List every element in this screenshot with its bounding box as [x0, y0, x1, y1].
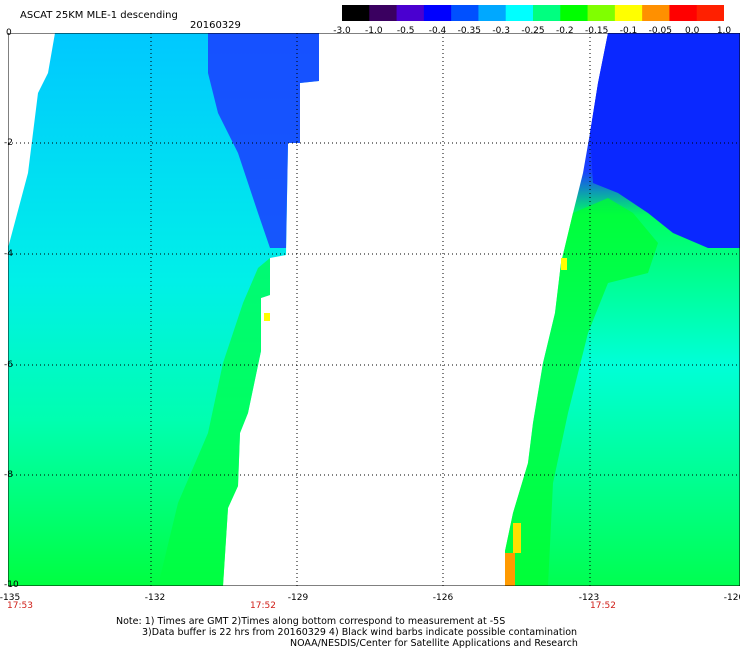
footnote-line-1: Note: 1) Times are GMT 2)Times along bot… — [116, 616, 506, 627]
colorbar-tick-labels: -3.0 -1.0 -0.5 -0.4 -0.35 -0.3 -0.25 -0.2 -0.15-… — [332, 26, 732, 38]
colorbar-tick-label: -0.35 — [457, 26, 481, 36]
map-grid — [8, 33, 740, 586]
colorbar-tick-label: -0.4 — [428, 26, 447, 36]
swath-time-3: 17:52 — [590, 601, 616, 611]
swath-time-2: 17:52 — [250, 601, 276, 611]
colorbar-segment — [396, 5, 425, 21]
x-tick-label: -129 — [287, 593, 309, 603]
footnote-line-3: NOAA/NESDIS/Center for Satellite Applica… — [290, 638, 578, 649]
yellow-pixel-top — [561, 258, 567, 270]
y-tick-label: -4 — [4, 249, 13, 259]
colorbar-tick-label: -0.5 — [396, 26, 415, 36]
left-swath-blue-area — [208, 33, 319, 248]
colorbar-gradient — [342, 5, 725, 21]
right-swath-green-area — [505, 198, 658, 586]
yellow-pixels — [513, 523, 521, 553]
footnote-line-2: 3)Data buffer is 22 hrs from 20160329 4)… — [142, 627, 578, 638]
right-swath-blue-area — [590, 33, 740, 248]
colorbar-segment — [696, 5, 725, 21]
colorbar-tick-label: -0.25 — [521, 26, 545, 36]
y-tick-label: -6 — [4, 360, 13, 370]
x-tick-label: -135 — [0, 593, 21, 603]
colorbar-tick-label: -1.0 — [365, 26, 383, 36]
x-tick-label: -126 — [432, 593, 454, 603]
colorbar-segment — [478, 5, 507, 21]
map-title: ASCAT 25KM MLE-1 descending — [20, 10, 178, 21]
orange-pixels — [505, 553, 515, 586]
colorbar-tick-label: -0.2 — [556, 26, 574, 36]
colorbar-tick-label: -0.05 — [648, 26, 672, 36]
colorbar-segment — [342, 5, 370, 21]
colorbar-segment — [669, 5, 698, 21]
y-tick-label: -10 — [4, 580, 19, 590]
x-tick-label: -132 — [144, 593, 166, 603]
colorbar-segment — [451, 5, 479, 21]
swath-time-1: 17:53 — [7, 601, 33, 611]
colorbar-tick-label: -0.3 — [492, 26, 510, 36]
x-tick-label: -120 — [723, 593, 740, 603]
y-tick-label: -8 — [4, 470, 13, 480]
colorbar-tick-label: 1.0 — [716, 26, 732, 36]
colorbar — [342, 5, 725, 21]
x-tick-label: -123 — [578, 593, 600, 603]
left-swath — [8, 33, 319, 586]
colorbar-tick-label: -0.1 — [619, 26, 638, 36]
map-plot — [8, 33, 740, 586]
colorbar-segment — [614, 5, 643, 21]
colorbar-segment — [369, 5, 398, 21]
colorbar-segment — [505, 5, 534, 21]
colorbar-tick-label: -3.0 — [333, 26, 351, 36]
colorbar-segment — [533, 5, 561, 21]
map-plot-svg — [8, 33, 740, 586]
yellow-pixel-left — [264, 313, 270, 321]
colorbar-tick-label: -0.15 — [585, 26, 609, 36]
colorbar-segment — [587, 5, 616, 21]
colorbar-segment — [642, 5, 670, 21]
colorbar-segment — [560, 5, 589, 21]
left-swath-green-area — [158, 258, 270, 586]
y-tick-label: 0 — [6, 28, 12, 38]
y-tick-label: -2 — [4, 138, 13, 148]
map-date: 20160329 — [190, 20, 241, 31]
colorbar-segment — [423, 5, 452, 21]
colorbar-tick-label: 0.0 — [684, 26, 700, 36]
